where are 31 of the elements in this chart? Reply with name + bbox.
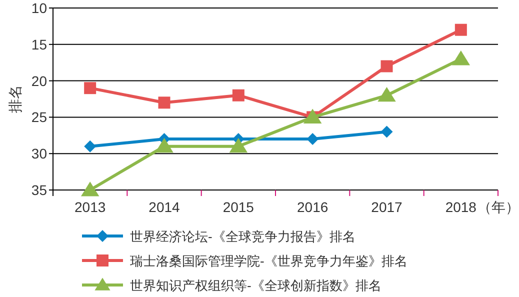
point: [80, 182, 100, 196]
point: [380, 126, 393, 138]
x-tick-label: 2015: [222, 199, 254, 215]
point: [452, 50, 470, 66]
x-axis-title: （年）: [478, 199, 519, 215]
y-tick-label: 20: [31, 72, 48, 89]
y-tick-label: 15: [31, 36, 48, 52]
y-tick-label: 30: [31, 146, 48, 162]
x-tick-label: 2014: [148, 199, 180, 215]
x-tick-label: 2016: [297, 199, 328, 215]
point: [378, 86, 396, 102]
point: [380, 60, 393, 72]
point: [454, 24, 467, 36]
legend-label: 世界经济论坛-《全球竞争力报告》排名: [130, 229, 356, 244]
legend-label: 瑞士洛桑国际管理学院-《世界竞争力年鉴》排名: [130, 254, 408, 268]
legend-label: 世界知识产权组织等-《全球创新指数》排名: [130, 278, 382, 293]
point: [303, 108, 322, 124]
point: [84, 82, 96, 94]
y-tick-label: 35: [31, 182, 48, 198]
point: [84, 140, 96, 152]
x-tick-label: 2017: [371, 199, 403, 215]
point: [158, 96, 170, 109]
y-axis-title: 排名: [7, 85, 23, 113]
x-tick-label: 2018: [445, 199, 477, 215]
point: [229, 138, 248, 153]
x-tick-label: 2013: [74, 199, 106, 215]
point: [306, 133, 319, 146]
y-tick-label: 25: [31, 109, 48, 126]
point: [232, 89, 244, 102]
point: [155, 138, 174, 153]
y-tick-label: 10: [31, 0, 48, 16]
